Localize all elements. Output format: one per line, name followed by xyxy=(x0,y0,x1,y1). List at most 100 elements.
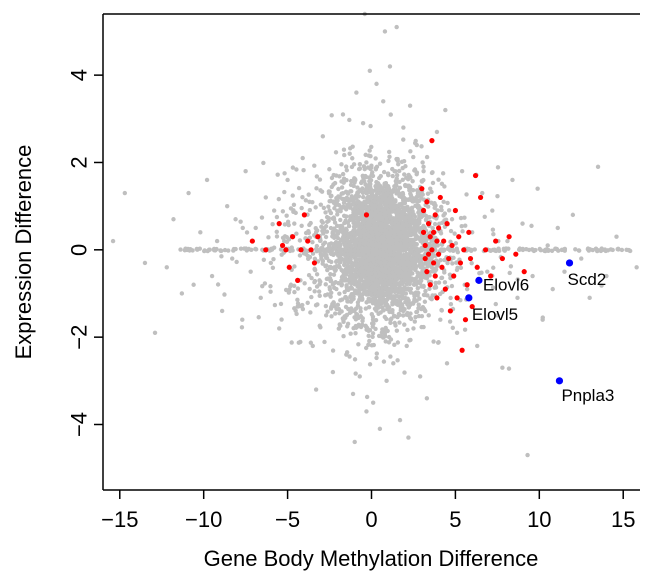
background-point xyxy=(328,265,333,271)
background-point xyxy=(275,172,280,177)
background-point xyxy=(347,117,352,123)
background-point xyxy=(419,144,424,149)
red-point xyxy=(420,207,427,214)
red-point xyxy=(439,264,445,270)
background-point xyxy=(268,260,274,266)
background-point xyxy=(383,325,388,331)
background-point xyxy=(282,222,288,227)
background-point xyxy=(326,204,331,209)
background-point xyxy=(310,199,315,205)
background-point xyxy=(312,266,317,272)
background-point xyxy=(310,251,316,256)
background-point xyxy=(377,161,383,166)
background-point xyxy=(348,309,354,315)
background-point xyxy=(414,198,420,204)
red-point xyxy=(432,212,438,218)
background-point xyxy=(292,283,297,289)
background-point xyxy=(366,296,371,301)
background-point xyxy=(353,263,359,268)
background-point xyxy=(555,225,560,231)
background-point xyxy=(339,283,344,288)
background-point xyxy=(364,191,369,196)
background-point xyxy=(341,251,346,257)
red-point xyxy=(298,247,304,253)
background-point xyxy=(388,228,394,234)
background-point xyxy=(450,261,455,266)
background-point xyxy=(369,321,375,326)
red-points-layer xyxy=(249,138,527,353)
background-point xyxy=(412,319,418,324)
background-point xyxy=(350,156,355,161)
background-point xyxy=(224,203,230,209)
background-point xyxy=(233,217,238,222)
background-point xyxy=(437,291,443,297)
background-point xyxy=(402,172,407,177)
background-point xyxy=(353,331,358,336)
background-point xyxy=(440,171,446,176)
background-point xyxy=(411,154,416,160)
background-point xyxy=(400,313,406,318)
background-point xyxy=(288,284,293,289)
background-point xyxy=(464,286,470,292)
gene-label-pnpla3: Pnpla3 xyxy=(561,386,614,405)
background-point xyxy=(626,248,632,253)
background-point xyxy=(396,256,402,262)
red-point xyxy=(301,212,307,218)
y-tick-label: 2 xyxy=(67,156,92,168)
background-point xyxy=(320,220,326,225)
red-point xyxy=(427,282,433,288)
background-point xyxy=(347,354,352,359)
red-point xyxy=(424,269,430,275)
background-point xyxy=(343,242,348,247)
background-point xyxy=(391,313,397,318)
background-point xyxy=(347,251,352,257)
background-point xyxy=(384,316,389,322)
background-point xyxy=(401,137,406,142)
background-point xyxy=(370,173,376,179)
red-point xyxy=(477,194,484,201)
background-point xyxy=(312,289,317,294)
background-point xyxy=(405,310,410,316)
background-point xyxy=(363,254,368,259)
background-point xyxy=(396,162,401,167)
background-point xyxy=(388,208,393,213)
background-point xyxy=(397,320,402,325)
background-point xyxy=(408,261,414,266)
background-point xyxy=(515,295,520,301)
background-point xyxy=(344,271,349,276)
background-point xyxy=(364,160,369,165)
background-point xyxy=(454,246,459,251)
background-point xyxy=(333,150,339,155)
red-point xyxy=(425,221,432,227)
background-point xyxy=(219,254,224,259)
background-point xyxy=(226,248,231,253)
background-point xyxy=(320,228,325,234)
background-point xyxy=(410,237,415,243)
background-point xyxy=(349,178,354,184)
background-point xyxy=(505,238,510,244)
red-point xyxy=(290,234,296,240)
background-point xyxy=(393,298,398,304)
background-point xyxy=(370,232,375,237)
y-tick-label: 4 xyxy=(67,69,92,81)
background-point xyxy=(439,181,445,187)
background-point xyxy=(573,247,578,252)
background-point xyxy=(238,219,243,224)
background-point xyxy=(344,350,350,355)
background-point xyxy=(300,302,305,308)
background-point xyxy=(357,166,363,171)
background-point xyxy=(259,215,265,220)
background-point xyxy=(386,340,392,345)
background-point xyxy=(393,169,398,174)
background-point xyxy=(367,362,373,367)
background-point xyxy=(327,167,332,172)
background-point xyxy=(369,210,374,216)
background-point xyxy=(366,333,371,339)
background-point xyxy=(354,212,359,217)
background-point xyxy=(317,293,322,299)
background-point xyxy=(420,160,425,165)
background-point xyxy=(279,252,284,257)
background-point xyxy=(367,148,372,153)
background-point xyxy=(322,225,327,231)
